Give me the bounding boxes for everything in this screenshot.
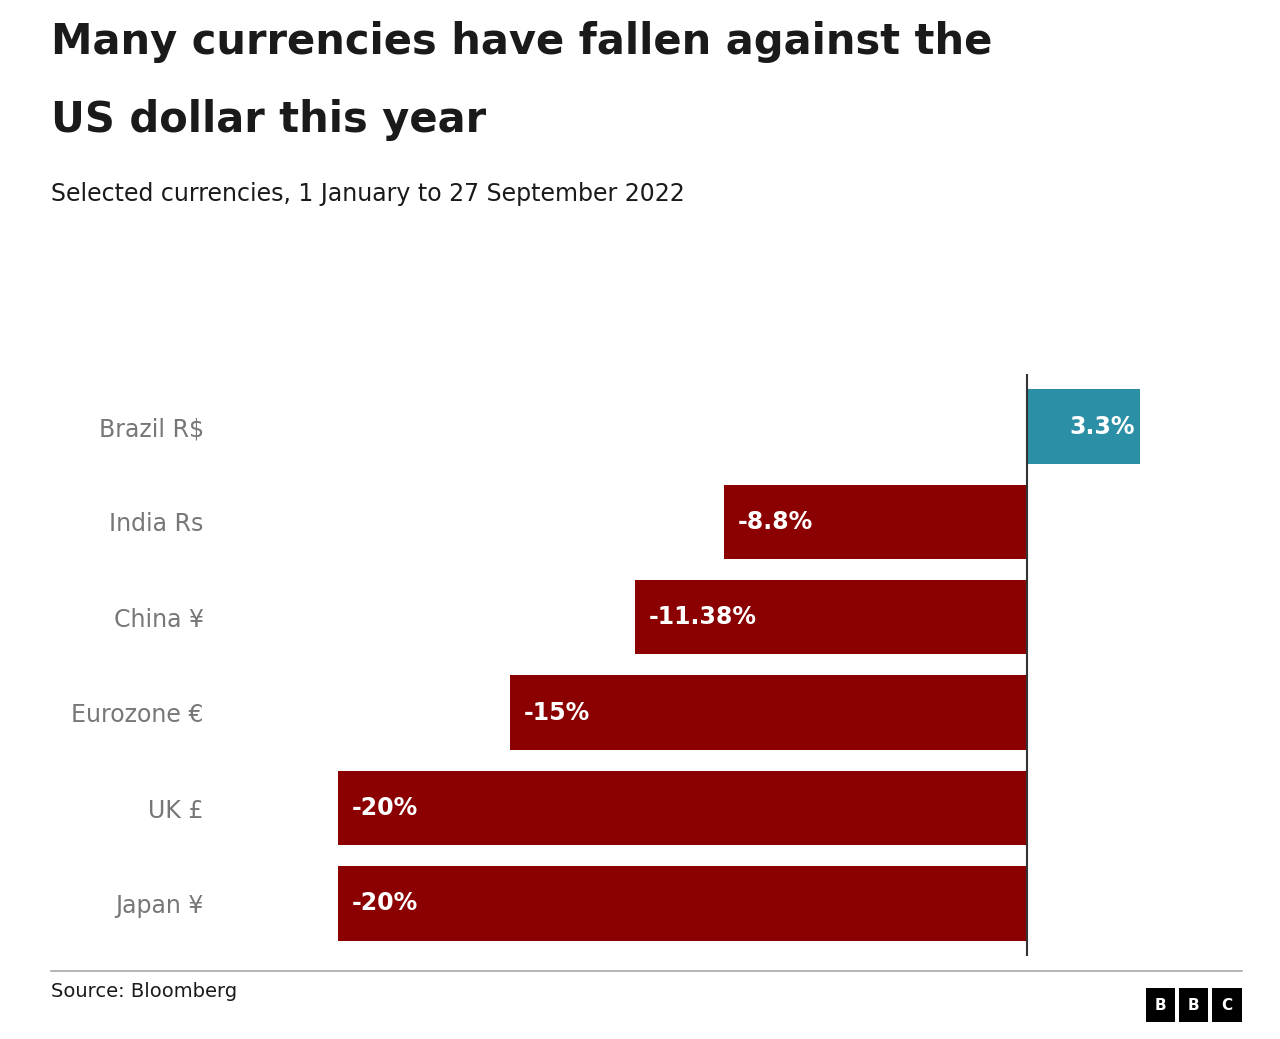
- Text: -20%: -20%: [352, 796, 419, 820]
- Text: Source: Bloomberg: Source: Bloomberg: [51, 982, 237, 1001]
- Bar: [723, 484, 1027, 559]
- Bar: [338, 867, 1027, 940]
- Text: -11.38%: -11.38%: [649, 606, 756, 630]
- Text: Many currencies have fallen against the: Many currencies have fallen against the: [51, 21, 992, 62]
- Text: B: B: [1155, 997, 1166, 1013]
- Text: B: B: [1188, 997, 1199, 1013]
- Bar: [511, 675, 1027, 750]
- Bar: [635, 580, 1027, 655]
- Text: -8.8%: -8.8%: [737, 510, 813, 534]
- Text: C: C: [1221, 997, 1233, 1013]
- Text: -15%: -15%: [524, 700, 590, 724]
- Text: US dollar this year: US dollar this year: [51, 99, 486, 140]
- Bar: [1027, 390, 1140, 463]
- Text: 3.3%: 3.3%: [1070, 415, 1135, 438]
- Bar: [338, 771, 1027, 846]
- Text: Selected currencies, 1 January to 27 September 2022: Selected currencies, 1 January to 27 Sep…: [51, 182, 685, 206]
- Text: -20%: -20%: [352, 891, 419, 915]
